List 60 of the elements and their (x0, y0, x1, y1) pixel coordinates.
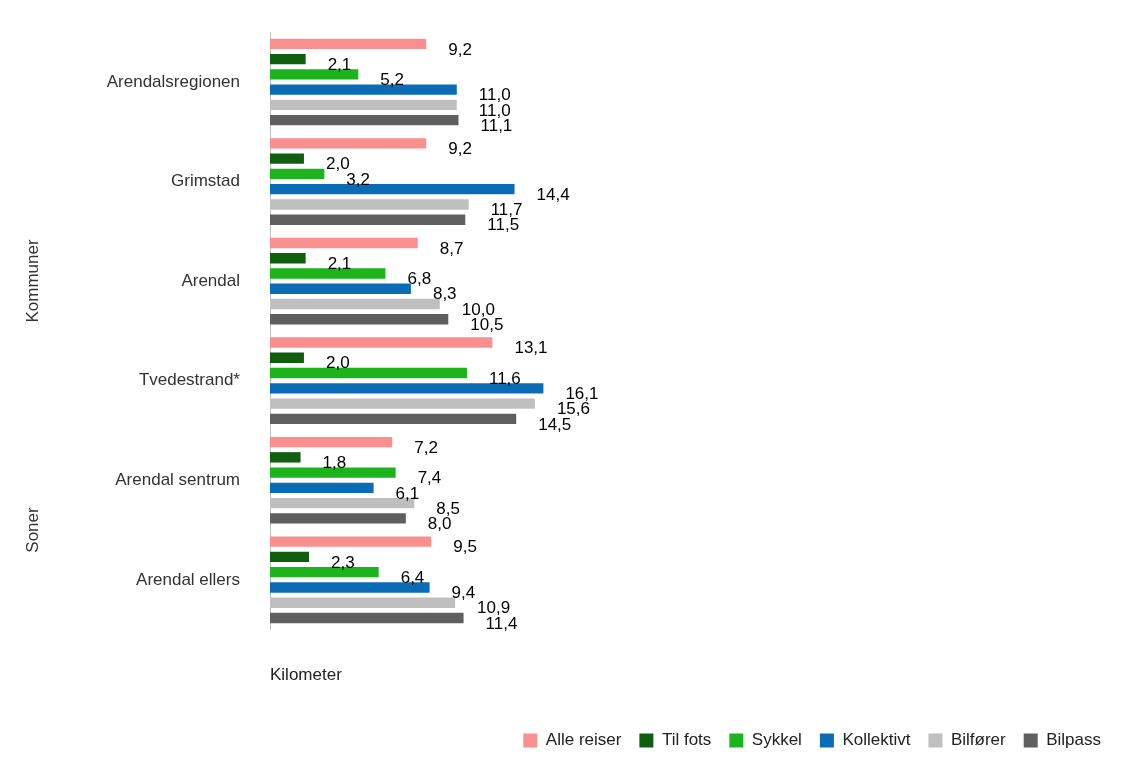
y-tick-label: Grimstad (171, 171, 240, 191)
data-label: 8,7 (439, 238, 464, 258)
bar (270, 612, 464, 624)
data-label: 9,2 (448, 139, 472, 159)
data-label: 7,2 (414, 437, 438, 457)
bar (270, 38, 427, 50)
data-label: 9,4 (451, 583, 476, 603)
bar (270, 214, 466, 225)
data-label: 11,6 (488, 368, 521, 388)
legend-label: Sykkel (751, 730, 802, 750)
bar (270, 153, 304, 164)
bar (270, 138, 427, 149)
bar (270, 513, 406, 524)
bar (270, 536, 432, 547)
bar (270, 352, 304, 363)
bar (270, 314, 449, 325)
bar (270, 168, 325, 180)
data-label: 11,7 (490, 200, 523, 220)
bar (270, 551, 310, 563)
bar (270, 114, 459, 126)
data-label: 5,2 (380, 70, 404, 90)
legend-label: Bilpass (1046, 730, 1102, 750)
text: Soner (23, 507, 43, 553)
bar (270, 53, 306, 65)
data-label: 6,4 (400, 567, 425, 587)
x-axis-title: Kilometer (270, 665, 343, 685)
bar (270, 413, 517, 425)
legend-label: Til fots (661, 730, 712, 750)
bar (270, 436, 393, 448)
data-label: 2,1 (327, 253, 352, 273)
y-tick-label: Arendalsregionen (106, 71, 240, 91)
legend-label: Kollektivt (842, 730, 911, 750)
y-tick-label: Arendal (181, 270, 240, 290)
data-label: 1,8 (322, 453, 347, 473)
data-label: 14,5 (538, 414, 572, 434)
data-label: 11,0 (478, 85, 511, 105)
data-label: 2,1 (327, 54, 352, 74)
legend-label: Alle reiser (545, 730, 622, 750)
data-label: 8,5 (436, 498, 460, 518)
data-label: 16,1 (565, 384, 599, 403)
data-label: 7,4 (417, 468, 442, 488)
data-label: 8,3 (432, 284, 457, 304)
bar (270, 482, 374, 494)
bar (270, 237, 418, 249)
data-label: 6,8 (407, 269, 432, 289)
data-label: 14,4 (536, 184, 570, 204)
y-tick-label: Arendal sentrum (115, 469, 240, 489)
data-label: 9,5 (453, 537, 477, 557)
text: Kommuner (23, 239, 43, 323)
legend-label: Bilfører (950, 730, 1007, 750)
data-label: 6,1 (395, 483, 420, 503)
data-label: 9,2 (448, 39, 472, 59)
data-label: 13,1 (514, 338, 548, 358)
bar (270, 452, 301, 463)
y-tick-label: Arendal ellers (136, 569, 240, 589)
y-tick-label: Tvedestrand* (138, 370, 241, 390)
bar (270, 337, 493, 348)
bar (270, 253, 306, 264)
data-label: 2,3 (331, 552, 355, 572)
data-label: 2,0 (325, 353, 350, 373)
